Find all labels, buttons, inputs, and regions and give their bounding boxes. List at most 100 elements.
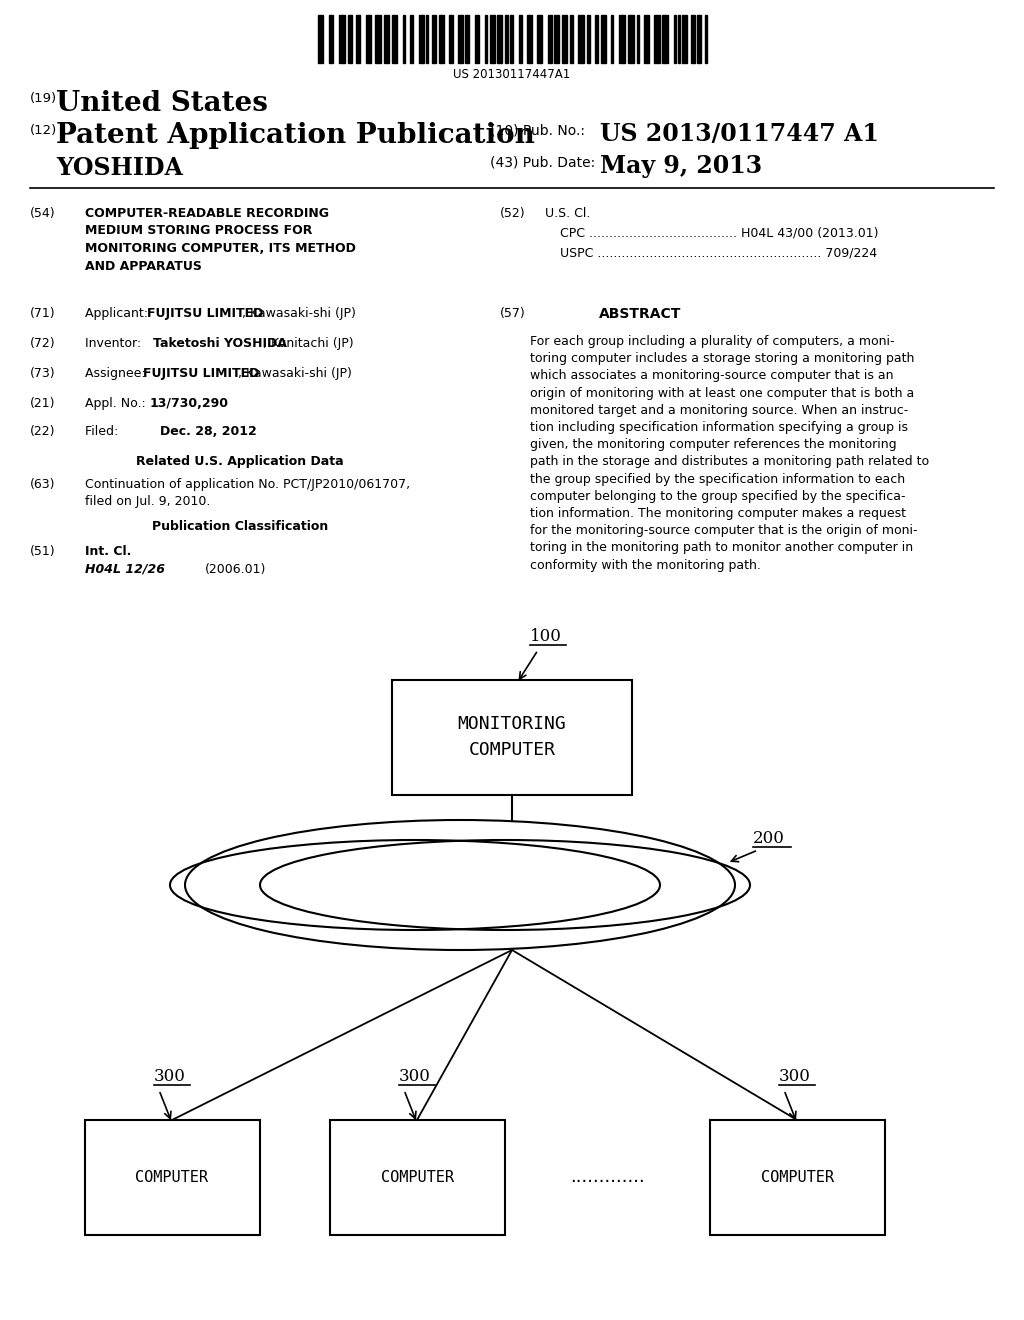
Bar: [662, 15, 668, 63]
Text: (21): (21): [30, 397, 55, 411]
Bar: [366, 15, 371, 63]
Text: COMPUTER: COMPUTER: [135, 1170, 209, 1184]
Bar: [628, 15, 634, 63]
Text: (12): (12): [30, 124, 57, 137]
Bar: [449, 15, 453, 63]
Bar: [601, 15, 606, 63]
Bar: [505, 15, 508, 63]
Text: For each group including a plurality of computers, a moni-
toring computer inclu: For each group including a plurality of …: [530, 335, 929, 572]
Bar: [682, 15, 687, 63]
Text: US 2013/0117447 A1: US 2013/0117447 A1: [600, 121, 879, 147]
Bar: [587, 15, 590, 63]
Text: Continuation of application No. PCT/JP2010/061707,
filed on Jul. 9, 2010.: Continuation of application No. PCT/JP20…: [85, 478, 411, 508]
Text: 300: 300: [154, 1068, 186, 1085]
Text: 300: 300: [399, 1068, 431, 1085]
Text: Filed:: Filed:: [85, 425, 146, 438]
Bar: [562, 15, 567, 63]
Bar: [705, 15, 707, 63]
Text: COMPUTER-READABLE RECORDING
MEDIUM STORING PROCESS FOR
MONITORING COMPUTER, ITS : COMPUTER-READABLE RECORDING MEDIUM STORI…: [85, 207, 356, 272]
Text: (63): (63): [30, 478, 55, 491]
Text: H04L 12/26: H04L 12/26: [85, 564, 165, 576]
Bar: [710, 1119, 885, 1236]
Bar: [519, 15, 522, 63]
Bar: [475, 15, 479, 63]
Text: 13/730,290: 13/730,290: [150, 397, 229, 411]
Text: (2006.01): (2006.01): [205, 564, 266, 576]
Bar: [691, 15, 695, 63]
Bar: [678, 15, 680, 63]
Ellipse shape: [185, 820, 735, 950]
Bar: [537, 15, 542, 63]
Text: , Kawasaki-shi (JP): , Kawasaki-shi (JP): [242, 308, 356, 319]
Bar: [339, 15, 345, 63]
Bar: [654, 15, 660, 63]
Text: (43) Pub. Date:: (43) Pub. Date:: [490, 156, 595, 170]
Text: , Kawasaki-shi (JP): , Kawasaki-shi (JP): [238, 367, 352, 380]
Text: Appl. No.:: Appl. No.:: [85, 397, 150, 411]
Bar: [618, 15, 625, 63]
Text: USPC ........................................................ 709/224: USPC ...................................…: [560, 247, 878, 260]
Bar: [637, 15, 639, 63]
Text: (71): (71): [30, 308, 55, 319]
Text: 100: 100: [530, 628, 562, 645]
Text: Related U.S. Application Data: Related U.S. Application Data: [136, 455, 344, 469]
Bar: [403, 15, 406, 63]
Bar: [674, 15, 676, 63]
Text: Assignee:: Assignee:: [85, 367, 150, 380]
Text: Publication Classification: Publication Classification: [152, 520, 328, 533]
Bar: [697, 15, 701, 63]
Text: COMPUTER: COMPUTER: [381, 1170, 454, 1184]
Bar: [392, 680, 632, 795]
Bar: [644, 15, 649, 63]
Text: (10) Pub. No.:: (10) Pub. No.:: [490, 124, 585, 139]
Text: , Kunitachi (JP): , Kunitachi (JP): [263, 337, 353, 350]
Text: May 9, 2013: May 9, 2013: [600, 154, 762, 178]
Bar: [465, 15, 469, 63]
Bar: [432, 15, 436, 63]
Text: (72): (72): [30, 337, 55, 350]
Bar: [527, 15, 532, 63]
Bar: [375, 15, 381, 63]
Bar: [426, 15, 428, 63]
Bar: [611, 15, 613, 63]
Text: (73): (73): [30, 367, 55, 380]
Text: (22): (22): [30, 425, 55, 438]
Bar: [85, 1119, 260, 1236]
Bar: [595, 15, 598, 63]
Text: Taketoshi YOSHIDA: Taketoshi YOSHIDA: [153, 337, 287, 350]
Bar: [458, 15, 463, 63]
Text: .............: .............: [569, 1168, 644, 1185]
Text: (19): (19): [30, 92, 57, 106]
Bar: [490, 15, 495, 63]
Bar: [410, 15, 413, 63]
Text: (54): (54): [30, 207, 55, 220]
Bar: [554, 15, 559, 63]
Bar: [570, 15, 573, 63]
Bar: [392, 15, 397, 63]
Text: United States: United States: [56, 90, 268, 117]
Text: FUJITSU LIMITED: FUJITSU LIMITED: [147, 308, 263, 319]
Bar: [439, 15, 444, 63]
Text: (51): (51): [30, 545, 55, 558]
Text: YOSHIDA: YOSHIDA: [56, 156, 183, 180]
Bar: [548, 15, 552, 63]
Text: MONITORING
COMPUTER: MONITORING COMPUTER: [458, 715, 566, 759]
Text: ABSTRACT: ABSTRACT: [599, 308, 681, 321]
Bar: [419, 15, 424, 63]
Bar: [318, 15, 323, 63]
Bar: [485, 15, 487, 63]
Text: COMPUTER: COMPUTER: [761, 1170, 834, 1184]
Text: CPC ..................................... H04L 43/00 (2013.01): CPC ....................................…: [560, 227, 879, 240]
Text: Int. Cl.: Int. Cl.: [85, 545, 131, 558]
Text: (52): (52): [500, 207, 525, 220]
Text: 200: 200: [753, 830, 784, 847]
Text: Dec. 28, 2012: Dec. 28, 2012: [160, 425, 257, 438]
Text: FUJITSU LIMITED: FUJITSU LIMITED: [143, 367, 259, 380]
Bar: [510, 15, 513, 63]
Bar: [356, 15, 360, 63]
Bar: [330, 1119, 505, 1236]
Text: 300: 300: [779, 1068, 811, 1085]
Text: Inventor:: Inventor:: [85, 337, 154, 350]
Bar: [497, 15, 502, 63]
Bar: [578, 15, 584, 63]
